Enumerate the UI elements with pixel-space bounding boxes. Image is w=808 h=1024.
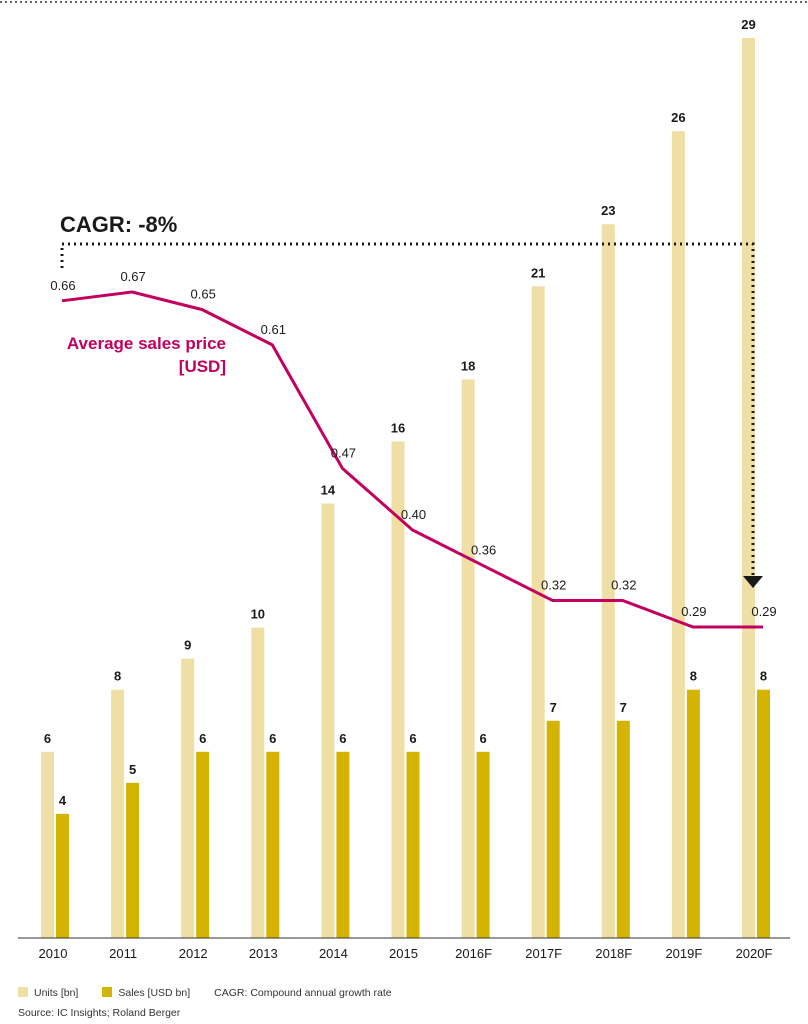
sales-bar-2016F — [476, 751, 490, 938]
bar-labels: 6 4 8 5 9 6 10 6 14 6 16 6 18 6 21 7 23 7 26 8 29 8 — [44, 17, 767, 808]
x-tick-label-2015: 2015 — [389, 946, 418, 961]
units-value-label-2011: 8 — [114, 669, 121, 684]
units-bar-2016F — [461, 379, 475, 939]
units-value-label-2015: 16 — [391, 420, 405, 435]
price-value-label-2011: 0.67 — [120, 269, 145, 284]
x-tick-labels: 2010 2011 2012 2013 2014 2015 2016F 2017F 2018F 2… — [39, 946, 773, 961]
price-series-label-line2: [USD] — [179, 357, 226, 376]
bars — [41, 38, 770, 939]
cagr-annotation: CAGR: -8% — [60, 212, 177, 237]
units-bar-2014 — [321, 503, 335, 938]
price-value-label-2018F: 0.32 — [611, 578, 636, 593]
units-bar-2012 — [181, 658, 195, 938]
x-tick-label-2013: 2013 — [249, 946, 278, 961]
sales-value-label-2018F: 7 — [620, 700, 627, 715]
legend: Units [bn] Sales [USD bn] CAGR: Compound… — [18, 987, 408, 999]
x-tick-label-2016F: 2016F — [455, 946, 492, 961]
x-tick-label-2018F: 2018F — [595, 946, 632, 961]
sales-value-label-2014: 6 — [339, 731, 346, 746]
legend-label-sales: Sales [USD bn] — [118, 987, 191, 999]
x-tick-label-2014: 2014 — [319, 946, 348, 961]
units-bar-2015 — [391, 441, 405, 938]
units-bar-2019F — [671, 131, 685, 938]
sales-value-label-2011: 5 — [129, 762, 136, 777]
sales-bar-2010 — [56, 813, 69, 938]
legend-swatch-sales — [102, 987, 113, 997]
cagr-dotted-arrow — [60, 242, 755, 576]
units-bar-2020F — [742, 38, 755, 938]
x-tick-label-2012: 2012 — [179, 946, 208, 961]
units-value-label-2012: 9 — [184, 638, 191, 653]
price-value-label-2017F: 0.32 — [541, 578, 566, 593]
units-value-label-2016F: 18 — [461, 358, 475, 373]
x-tick-label-2019F: 2019F — [665, 946, 702, 961]
sales-value-label-2020F: 8 — [760, 669, 767, 684]
sales-bar-2012 — [196, 751, 210, 938]
price-value-label-2010: 0.66 — [50, 278, 75, 293]
sales-value-label-2016F: 6 — [479, 731, 486, 746]
legend-item-sales: Sales [USD bn] — [102, 987, 190, 999]
units-value-label-2019F: 26 — [671, 110, 685, 125]
x-tick-label-2020F: 2020F — [736, 946, 773, 961]
units-bar-2010 — [41, 751, 54, 938]
sales-value-label-2019F: 8 — [690, 669, 697, 684]
units-value-label-2010: 6 — [44, 731, 51, 746]
units-bar-2018F — [601, 224, 615, 938]
sales-bar-2011 — [126, 782, 140, 938]
sales-bar-2018F — [616, 720, 630, 938]
legend-swatch-units — [18, 987, 28, 997]
units-value-label-2013: 10 — [251, 607, 265, 622]
legend-label-units: Units [bn] — [34, 987, 79, 999]
cagr-arrow-head — [743, 576, 763, 588]
sales-value-label-2010: 4 — [59, 793, 67, 808]
units-value-label-2014: 14 — [321, 483, 336, 498]
sales-bar-2014 — [336, 751, 350, 938]
units-bar-2017F — [531, 286, 545, 938]
price-labels: 0.66 0.67 0.65 0.61 0.47 0.40 0.36 0.32 0.32 0.29… — [50, 269, 776, 619]
price-series-label-line1: Average sales price — [67, 334, 226, 353]
units-value-label-2017F: 21 — [531, 265, 545, 280]
sales-value-label-2012: 6 — [199, 731, 206, 746]
price-value-label-2012: 0.65 — [191, 287, 216, 302]
source-note: Source: IC Insights; Roland Berger — [18, 1007, 181, 1019]
sales-bar-2019F — [686, 689, 700, 938]
units-value-label-2020F: 29 — [741, 17, 755, 32]
units-bar-2013 — [251, 627, 265, 938]
sales-value-label-2013: 6 — [269, 731, 276, 746]
legend-note: CAGR: Compound annual growth rate — [214, 987, 392, 999]
x-tick-label-2010: 2010 — [39, 946, 68, 961]
x-tick-label-2011: 2011 — [109, 946, 137, 961]
legend-item-units: Units [bn] — [18, 987, 78, 999]
sales-bar-2020F — [757, 689, 770, 938]
price-value-label-2019F: 0.29 — [681, 604, 706, 619]
price-line — [61, 290, 763, 629]
x-tick-label-2017F: 2017F — [525, 946, 562, 961]
price-value-label-2016F: 0.36 — [471, 542, 496, 557]
price-value-label-2013: 0.61 — [261, 322, 286, 337]
sales-bar-2015 — [406, 751, 420, 938]
price-value-label-2015: 0.40 — [401, 507, 426, 522]
sales-value-label-2015: 6 — [409, 731, 416, 746]
sales-value-label-2017F: 7 — [550, 700, 557, 715]
sales-bar-2017F — [546, 720, 560, 938]
units-bar-2011 — [111, 689, 125, 938]
price-value-label-2020F: 0.29 — [751, 604, 776, 619]
units-value-label-2018F: 23 — [601, 203, 615, 218]
price-value-label-2014: 0.47 — [331, 445, 356, 460]
sales-bar-2013 — [266, 751, 280, 938]
